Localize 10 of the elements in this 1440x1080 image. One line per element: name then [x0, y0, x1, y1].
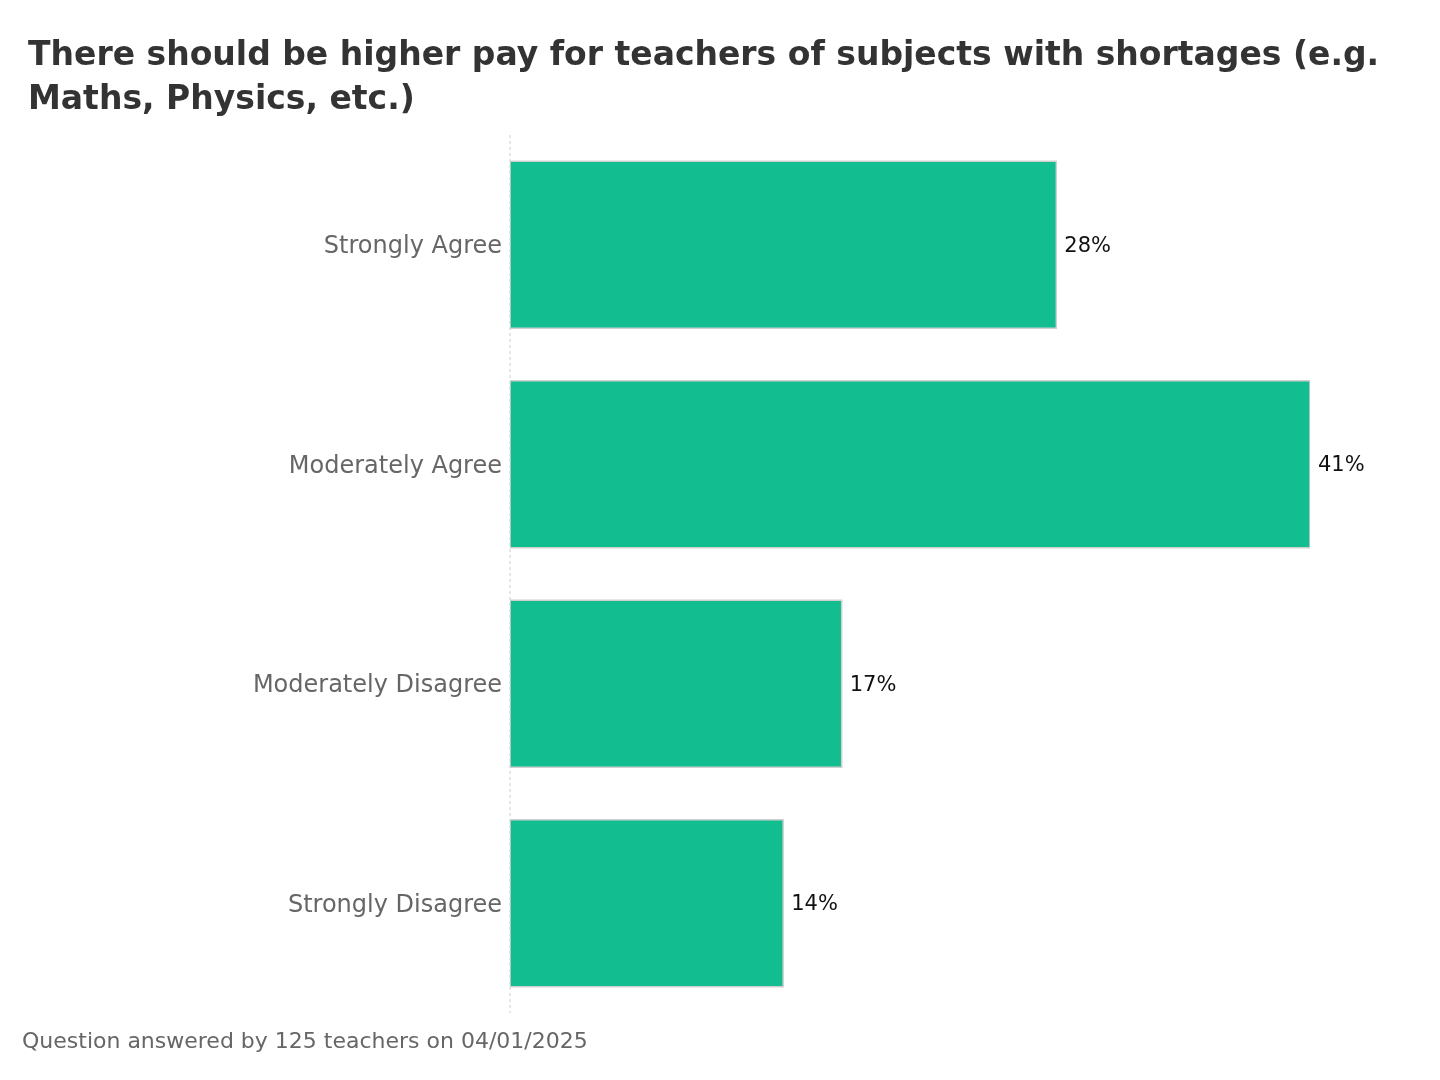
chart-title: There should be higher pay for teachers of subjects with shortages (e.g. Maths, Physics, etc.)	[28, 33, 1381, 119]
y-tick-label: Strongly Disagree	[287, 889, 502, 918]
data-label: 28%	[1064, 232, 1112, 257]
data-label: 41%	[1318, 452, 1365, 477]
y-tick-label: Moderately Agree	[288, 450, 502, 479]
data-label: 14%	[791, 891, 838, 916]
y-tick-label: Strongly Agree	[323, 231, 502, 260]
text: Question answered by 125 teachers on 04/01/2025	[22, 1028, 588, 1053]
data-label: 17%	[849, 671, 897, 696]
y-tick-label: Moderately Disagree	[252, 670, 502, 699]
